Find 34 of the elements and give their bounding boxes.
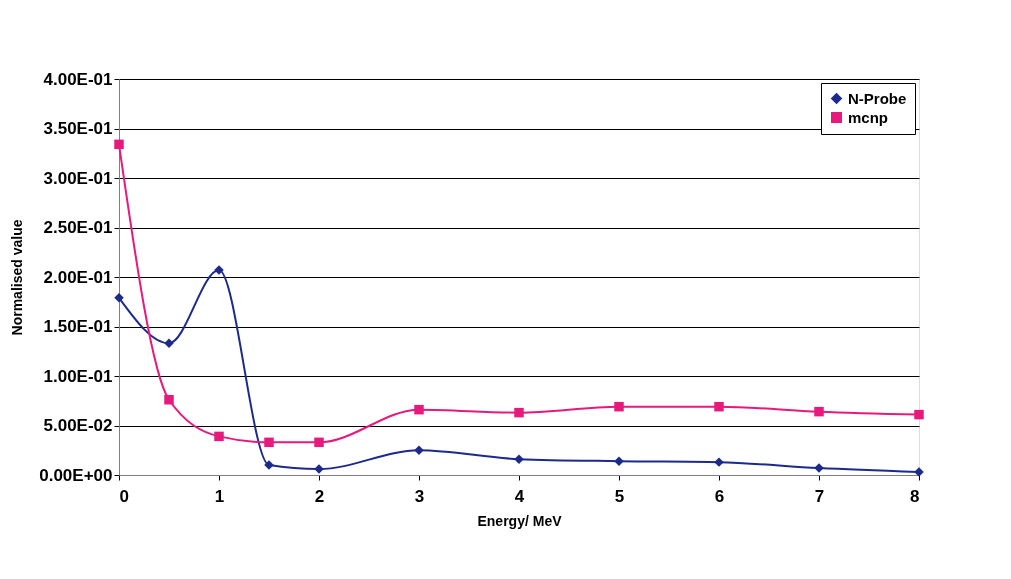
y-axis-title: Normalised value	[9, 219, 26, 336]
y-tick-label: 4.00E-01	[43, 69, 113, 89]
y-tick-label: 3.50E-01	[43, 119, 113, 138]
point	[914, 409, 924, 420]
x-tick-label: 4	[514, 486, 525, 506]
point	[714, 401, 724, 412]
y-tick-label: 2.50E-01	[43, 218, 113, 237]
y-tick-label: 1.00E-01	[43, 366, 113, 386]
point	[164, 395, 174, 405]
x-tick-label: 3	[414, 486, 425, 506]
x-tick-label: 0	[119, 486, 129, 506]
x-tick-label: 7	[814, 486, 825, 506]
point	[614, 401, 624, 412]
point	[814, 406, 824, 417]
legend-label: mcnp	[848, 108, 889, 126]
x-axis-title: Energy/ MeV	[477, 512, 563, 529]
point	[214, 431, 224, 442]
x-tick-label: 1	[214, 486, 225, 506]
y-tick-label: 0.00E+00	[39, 465, 113, 485]
y-tick-label: 1.50E-01	[43, 317, 113, 336]
point	[114, 139, 124, 150]
point	[314, 437, 324, 448]
x-tick-label: 6	[714, 486, 725, 506]
x-tick-label: 2	[314, 486, 325, 506]
point	[514, 407, 524, 418]
point	[264, 437, 274, 448]
x-tick-label: 8	[910, 486, 920, 506]
legend-label: N-Probe	[848, 89, 907, 107]
y-tick-label: 3.00E-01	[43, 168, 113, 188]
x-tick-label: 5	[614, 486, 625, 506]
y-tick-label: 2.00E-01	[43, 267, 113, 287]
point	[164, 338, 174, 349]
y-tick-label: 5.00E-02	[43, 416, 113, 435]
point	[414, 404, 424, 415]
